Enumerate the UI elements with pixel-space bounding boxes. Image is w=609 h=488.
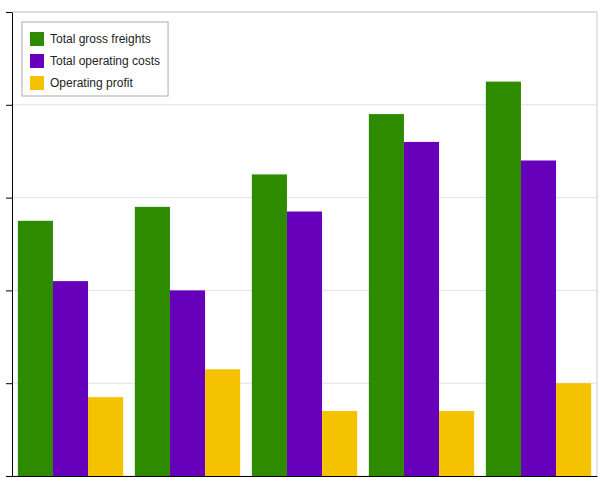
legend-swatch	[30, 76, 44, 90]
bar	[439, 411, 474, 476]
bars	[18, 82, 591, 476]
bar	[252, 174, 287, 476]
legend: Total gross freights Total operating cost…	[22, 22, 168, 96]
y-tick-mark	[6, 198, 12, 199]
y-tick-mark	[6, 290, 12, 291]
frame	[12, 12, 597, 13]
bar-series	[53, 142, 556, 476]
bar	[18, 221, 53, 476]
legend-label: Total gross freights	[50, 32, 151, 46]
bar	[486, 82, 521, 476]
bar	[556, 383, 591, 476]
plot: Total gross freights Total operating cost…	[6, 12, 598, 477]
y-tick	[6, 383, 12, 384]
bar	[287, 212, 322, 476]
legend-item: Operating profit	[30, 76, 133, 90]
bar	[205, 369, 240, 476]
bar	[404, 142, 439, 476]
y-tick	[6, 12, 12, 13]
y-axis-line	[6, 13, 13, 477]
y-tick	[6, 198, 12, 199]
y-tick-mark	[6, 383, 12, 384]
bar	[53, 281, 88, 476]
bar	[369, 114, 404, 476]
bar	[322, 411, 357, 476]
chart: Total gross freights Total operating cost…	[0, 0, 609, 488]
legend-label: Total operating costs	[50, 54, 160, 68]
bar	[521, 160, 556, 476]
x-axis-line	[13, 476, 598, 477]
legend-swatch	[30, 32, 44, 46]
bar-series	[18, 82, 521, 476]
frame	[597, 12, 598, 476]
y-tick	[6, 476, 12, 477]
legend-item: Total operating costs	[30, 54, 160, 68]
legend-item: Total gross freights	[30, 32, 151, 46]
bar	[88, 397, 123, 476]
grid	[12, 12, 597, 476]
bar	[170, 290, 205, 476]
bar-series	[88, 369, 591, 476]
y-tick	[6, 105, 12, 106]
bar	[135, 207, 170, 476]
y-axis	[6, 13, 13, 477]
y-tick	[6, 290, 12, 291]
y-tick-mark	[6, 105, 12, 106]
legend-box	[22, 22, 168, 96]
legend-swatch	[30, 54, 44, 68]
legend-label: Operating profit	[50, 76, 133, 90]
y-tick-mark	[6, 12, 12, 13]
x-axis	[13, 476, 598, 477]
y-tick-mark	[6, 476, 12, 477]
grid-line	[12, 12, 597, 13]
